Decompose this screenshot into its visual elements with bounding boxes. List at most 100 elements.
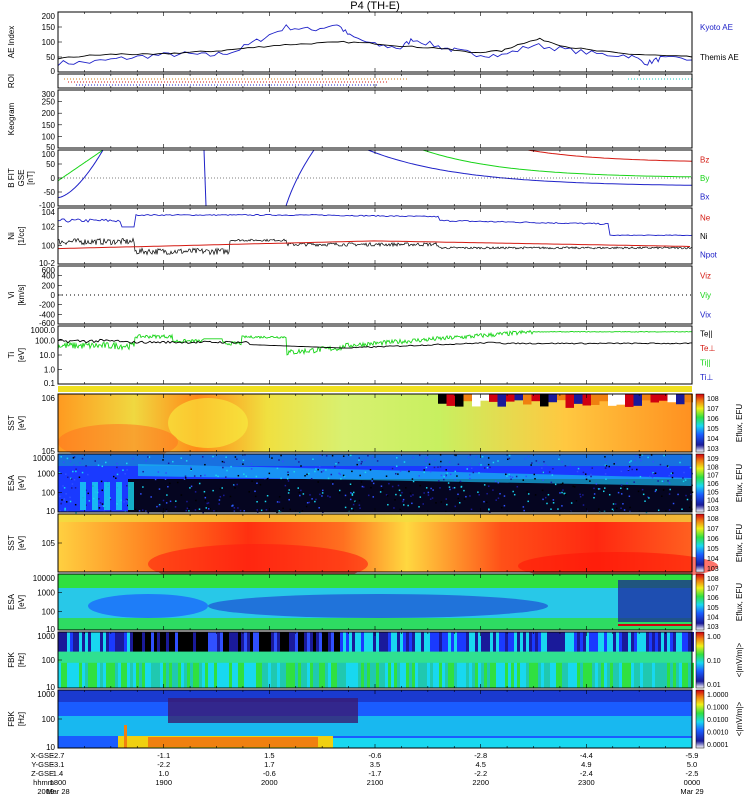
heatmap-cell: [634, 632, 637, 652]
heatmap-speckle: [544, 496, 547, 499]
heatmap-cell: [670, 662, 673, 688]
heatmap-speckle: [109, 498, 112, 501]
x-axis-tick-label: 1.7: [264, 760, 274, 769]
heatmap-cell: [139, 632, 142, 652]
heatmap-cell: [58, 662, 61, 688]
heatmap-cell: [211, 662, 214, 688]
heatmap-speckle: [681, 508, 683, 510]
heatmap-cell: [526, 662, 529, 688]
x-axis-row-label: Z-GSE: [31, 769, 54, 778]
heatmap-speckle: [194, 491, 197, 493]
heatmap-speckle: [204, 474, 206, 477]
heatmap-speckle: [158, 504, 161, 507]
heatmap-cell: [616, 394, 625, 405]
heatmap-speckle: [286, 477, 289, 480]
heatmap-speckle: [616, 507, 618, 510]
heatmap-cell: [475, 662, 478, 688]
heatmap-speckle: [650, 454, 653, 456]
heatmap-speckle: [190, 469, 192, 471]
legend-label: Te||: [700, 329, 713, 338]
heatmap-speckle: [322, 489, 324, 492]
heatmap-cell: [88, 662, 91, 688]
heatmap-speckle: [229, 495, 232, 498]
heatmap-cell: [586, 632, 589, 652]
heatmap-speckle: [239, 509, 242, 512]
heatmap-speckle: [314, 500, 316, 503]
heatmap-cell: [382, 662, 385, 688]
y-tick-label: 200: [42, 12, 56, 21]
heatmap-cell: [526, 632, 529, 652]
heatmap-cell: [304, 632, 307, 652]
heatmap-band: [138, 464, 692, 486]
heatmap-speckle: [554, 483, 557, 486]
heatmap-cell: [616, 632, 619, 652]
heatmap-speckle: [126, 462, 128, 465]
heatmap-speckle: [276, 501, 279, 503]
heatmap-cell: [502, 632, 505, 652]
heatmap-speckle: [503, 504, 506, 507]
heatmap-speckle: [469, 463, 471, 466]
heatmap-speckle: [440, 501, 443, 503]
heatmap-cell: [64, 662, 67, 688]
heatmap-cell: [343, 662, 346, 688]
heatmap-speckle: [207, 502, 210, 504]
heatmap-speckle: [467, 456, 470, 459]
heatmap-speckle: [611, 508, 614, 511]
heatmap-speckle: [358, 459, 360, 461]
heatmap-cell: [286, 632, 289, 652]
heatmap-speckle: [98, 507, 101, 509]
heatmap-cell: [499, 632, 502, 652]
heatmap-speckle: [561, 491, 563, 494]
heatmap-cell: [673, 632, 676, 652]
heatmap-cell: [409, 662, 412, 688]
heatmap-speckle: [590, 473, 592, 476]
heatmap-cell: [262, 632, 265, 652]
heatmap-cell: [625, 662, 628, 688]
heatmap-cell: [499, 662, 502, 688]
heatmap-cell: [460, 632, 463, 652]
heatmap-cell: [382, 632, 385, 652]
heatmap-cell: [211, 632, 214, 652]
heatmap-band: [58, 574, 692, 588]
heatmap-cell: [151, 662, 154, 688]
heatmap-cell: [154, 662, 157, 688]
heatmap-speckle: [679, 461, 681, 464]
heatmap-speckle: [69, 460, 72, 463]
heatmap-speckle: [282, 507, 284, 510]
heatmap-cell: [608, 394, 617, 406]
heatmap-band: [58, 454, 692, 466]
heatmap-cell: [506, 394, 515, 402]
colorbar-tick-label: 104: [707, 556, 719, 563]
colorbar-tick-label: 106: [707, 595, 719, 602]
heatmap-speckle: [439, 454, 442, 456]
heatmap-speckle: [497, 481, 500, 484]
y-tick-label: 0: [51, 67, 56, 76]
bx-line: [285, 149, 315, 207]
heatmap-speckle: [561, 461, 563, 463]
heatmap-speckle: [657, 480, 659, 482]
y-tick-label: -100: [39, 201, 56, 210]
y-tick-label: 100: [42, 38, 56, 47]
heatmap-speckle: [74, 503, 77, 506]
bx-line: [367, 149, 692, 186]
heatmap-blob: [168, 398, 248, 448]
heatmap-speckle: [358, 457, 360, 459]
heatmap-speckle: [63, 498, 66, 500]
heatmap-cell: [100, 662, 103, 688]
heatmap-cell: [307, 662, 310, 688]
heatmap-cell: [139, 662, 142, 688]
heatmap-cell: [652, 632, 655, 652]
x-axis-tick-label: 0000: [684, 778, 701, 787]
heatmap-speckle: [489, 466, 491, 469]
heatmap-layer: [58, 386, 718, 748]
heatmap-speckle: [287, 492, 290, 494]
heatmap-speckle: [87, 473, 89, 476]
heatmap-cell: [568, 662, 571, 688]
y-tick-label: 100: [42, 607, 56, 616]
heatmap-speckle: [399, 508, 402, 511]
heatmap-cell: [454, 662, 457, 688]
heatmap-speckle: [223, 461, 225, 464]
heatmap-cell: [445, 662, 448, 688]
heatmap-speckle: [494, 480, 497, 483]
x-axis-tick-label: -2.8: [474, 751, 487, 760]
